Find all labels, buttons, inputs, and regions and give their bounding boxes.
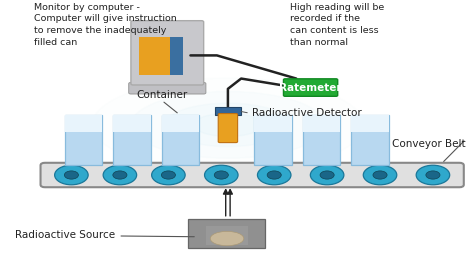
Bar (162, 115, 199, 165)
Text: High reading will be
recorded if the
can content is less
than normal: High reading will be recorded if the can… (290, 3, 384, 47)
FancyBboxPatch shape (283, 79, 337, 96)
Bar (255, 115, 292, 132)
Text: Container: Container (136, 90, 187, 100)
Bar (113, 115, 151, 165)
Circle shape (416, 165, 450, 185)
Bar (255, 115, 292, 165)
Circle shape (310, 165, 344, 185)
Circle shape (320, 171, 334, 179)
Ellipse shape (165, 103, 291, 147)
Bar (188, 219, 265, 248)
Circle shape (373, 171, 387, 179)
Text: Radioactive Source: Radioactive Source (15, 230, 194, 241)
Circle shape (113, 171, 127, 179)
Circle shape (214, 171, 228, 179)
Text: Monitor by computer -
Computer will give instruction
to remove the inadequately
: Monitor by computer - Computer will give… (34, 3, 177, 47)
Circle shape (103, 165, 137, 185)
Bar (65, 115, 102, 165)
Circle shape (426, 171, 440, 179)
Circle shape (205, 165, 238, 185)
FancyBboxPatch shape (129, 82, 206, 94)
Bar (153, 79, 174, 84)
Ellipse shape (210, 231, 244, 246)
Circle shape (64, 171, 79, 179)
Ellipse shape (131, 92, 325, 158)
Bar (139, 37, 170, 75)
FancyBboxPatch shape (131, 21, 204, 85)
Text: Radioactive Detector: Radioactive Detector (252, 108, 362, 118)
Circle shape (161, 171, 175, 179)
Circle shape (267, 171, 281, 179)
Text: Ratemeter: Ratemeter (279, 83, 342, 93)
Text: Conveyor Belt: Conveyor Belt (392, 139, 466, 149)
Bar (65, 115, 102, 132)
Circle shape (257, 165, 291, 185)
Ellipse shape (194, 113, 262, 136)
FancyBboxPatch shape (218, 114, 237, 142)
Circle shape (152, 165, 185, 185)
Bar (351, 115, 389, 165)
Bar (351, 115, 389, 132)
Bar (170, 37, 183, 75)
Bar (215, 107, 241, 115)
Circle shape (363, 165, 397, 185)
Circle shape (55, 165, 88, 185)
Bar (113, 115, 151, 132)
FancyBboxPatch shape (41, 163, 464, 187)
Bar (303, 115, 340, 165)
Bar (162, 115, 199, 132)
Bar (206, 226, 248, 245)
Bar (303, 115, 340, 132)
